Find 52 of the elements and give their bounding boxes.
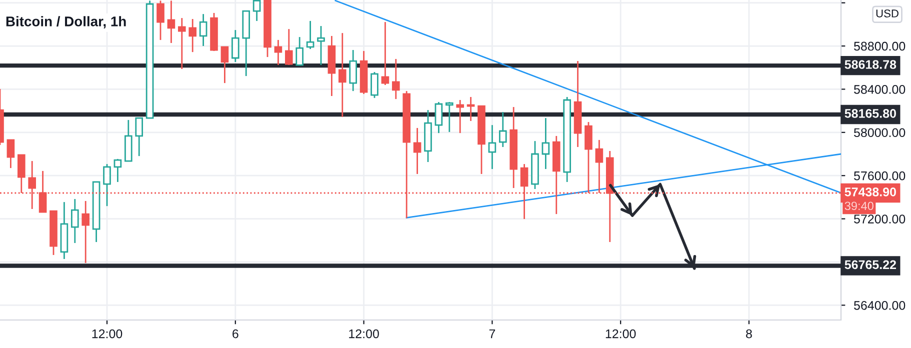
candlestick bbox=[296, 36, 304, 66]
y-tick-label: 56400.00 bbox=[854, 301, 906, 310]
candlestick bbox=[70, 198, 79, 244]
x-tick-label: 8 bbox=[746, 329, 752, 338]
text: USD bbox=[876, 10, 898, 18]
y-tick-label: 57600.00 bbox=[854, 171, 906, 180]
candlestick bbox=[135, 117, 143, 157]
y-tick-label: 58000.00 bbox=[854, 128, 906, 138]
candlestick bbox=[124, 119, 132, 162]
x-tick-label: 12:00 bbox=[349, 329, 379, 338]
candlestick bbox=[274, 39, 282, 66]
ref-line-label: 58165.80 bbox=[844, 109, 896, 118]
candlestick bbox=[349, 49, 357, 92]
y-tick-label: 58400.00 bbox=[854, 85, 906, 94]
text: 39:40 bbox=[844, 202, 874, 210]
x-tick-label: 12:00 bbox=[606, 329, 636, 338]
y-tick-label: 57200.00 bbox=[854, 214, 906, 224]
candlestick bbox=[424, 109, 432, 163]
text: Bitcoin / Dollar, 1h bbox=[6, 16, 126, 28]
candlestick bbox=[392, 58, 400, 100]
candlestick bbox=[413, 127, 422, 175]
candlestick bbox=[146, 0, 154, 119]
x-tick-label: 7 bbox=[489, 329, 496, 338]
candlestick bbox=[488, 124, 496, 170]
candlestick bbox=[264, 0, 272, 58]
y-tick-label: 58800.00 bbox=[854, 42, 906, 51]
candlestick bbox=[542, 117, 550, 170]
candlestick bbox=[252, 0, 261, 22]
candlestick bbox=[456, 99, 464, 134]
candlestick bbox=[478, 105, 486, 175]
candlestick bbox=[574, 60, 582, 148]
candlestick bbox=[338, 32, 346, 118]
candlestick bbox=[82, 200, 90, 264]
ref-line-label: 57438.90 bbox=[844, 188, 896, 196]
x-tick-label: 6 bbox=[232, 329, 238, 338]
candlestick bbox=[188, 18, 196, 53]
candlestick bbox=[242, 10, 250, 77]
candlestick bbox=[317, 25, 325, 66]
candlestick bbox=[178, 17, 186, 70]
ref-line-label: 58618.78 bbox=[844, 60, 896, 69]
candlestick bbox=[328, 35, 336, 97]
candlestick bbox=[167, 0, 176, 44]
candlestick bbox=[199, 13, 208, 47]
candlestick bbox=[60, 201, 68, 260]
candlestick bbox=[510, 106, 518, 189]
ref-line-label: 56765.22 bbox=[844, 260, 896, 270]
candlestick bbox=[220, 46, 229, 84]
candlestick bbox=[498, 111, 507, 148]
candlestick bbox=[6, 139, 15, 169]
x-tick-label: 12:00 bbox=[92, 329, 122, 338]
candlestick bbox=[231, 29, 240, 63]
candlestick bbox=[92, 181, 100, 243]
